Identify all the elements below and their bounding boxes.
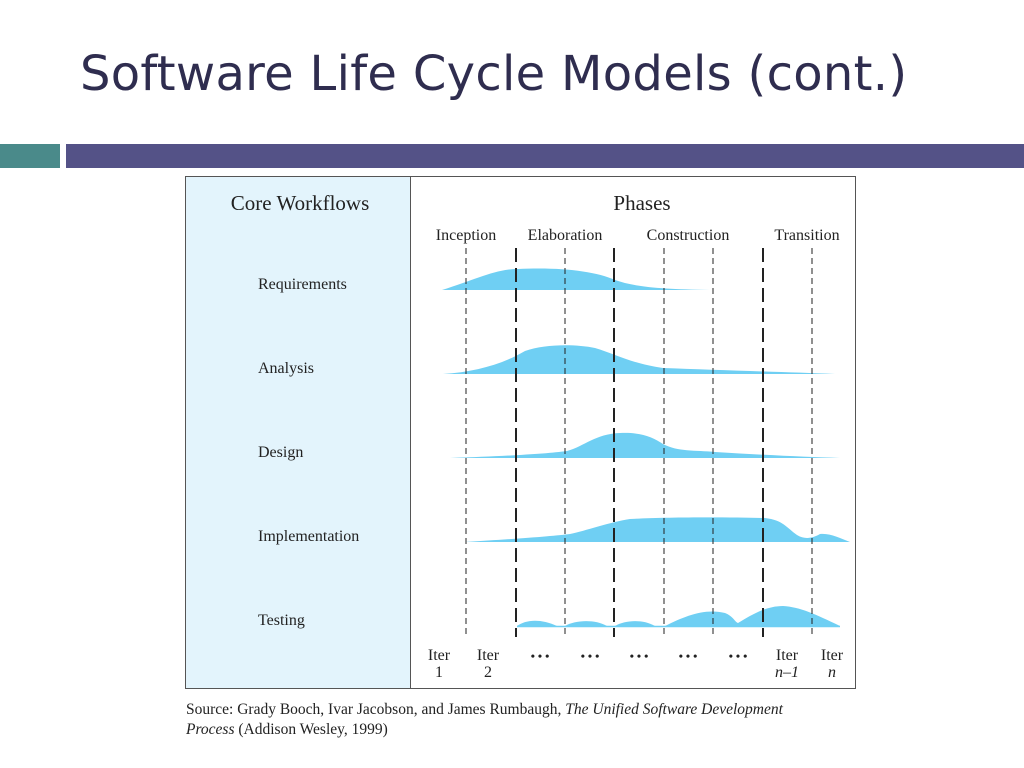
iter-ellipsis-1: • • •: [531, 649, 550, 663]
analysis-effort-hump: [443, 345, 835, 374]
testing-effort-hump-2: [565, 621, 607, 626]
phase-label-transition: Transition: [774, 227, 839, 244]
iter-ellipsis-5: • • •: [729, 649, 748, 663]
diagram-frame: [185, 176, 856, 689]
iter-2-label: Iter: [477, 647, 500, 664]
testing-effort-hump-3: [615, 621, 655, 626]
core-workflows-header: Core Workflows: [231, 191, 370, 215]
iter-ellipsis-4: • • •: [679, 649, 698, 663]
testing-effort-hump-4: [665, 606, 840, 626]
requirements-effort-hump: [442, 268, 710, 290]
iter-ellipsis-2: • • •: [581, 649, 600, 663]
workflow-label-implementation: Implementation: [258, 528, 359, 545]
implementation-effort-hump: [465, 517, 850, 542]
caption-prefix: Source: Grady Booch, Ivar Jacobson, and …: [186, 701, 566, 718]
phases-header: Phases: [613, 191, 670, 215]
core-workflows-panel: [186, 177, 411, 688]
caption-book-title: The Unified Software Development Process: [186, 701, 783, 738]
iter-n-minus-1-number: n–1: [775, 664, 799, 681]
workflow-label-design: Design: [258, 444, 303, 461]
workflow-label-testing: Testing: [258, 612, 305, 629]
phase-label-elaboration: Elaboration: [528, 227, 603, 244]
slide-title: Software Life Cycle Models (cont.): [80, 46, 908, 102]
iter-1-number: 1: [435, 664, 443, 681]
iter-2-number: 2: [484, 664, 492, 681]
workflow-label-requirements: Requirements: [258, 276, 347, 293]
iter-ellipsis-3: • • •: [630, 649, 649, 663]
source-caption: Source: Grady Booch, Ivar Jacobson, and …: [186, 700, 826, 740]
iter-n-label: Iter: [821, 647, 844, 664]
rup-workflow-diagram: Core Workflows Phases Inception Elaborat…: [185, 176, 856, 689]
caption-suffix: (Addison Wesley, 1999): [234, 721, 388, 738]
phase-label-inception: Inception: [436, 227, 496, 244]
testing-effort-hump-1: [517, 620, 557, 626]
accent-bar-teal: [0, 144, 60, 168]
workflow-label-analysis: Analysis: [258, 360, 314, 377]
iter-n-number: n: [828, 664, 836, 681]
design-effort-hump: [450, 432, 840, 458]
iter-1-label: Iter: [428, 647, 451, 664]
phase-label-construction: Construction: [647, 227, 730, 244]
accent-bar-purple: [66, 144, 1024, 168]
iter-n-minus-1-label: Iter: [776, 647, 799, 664]
